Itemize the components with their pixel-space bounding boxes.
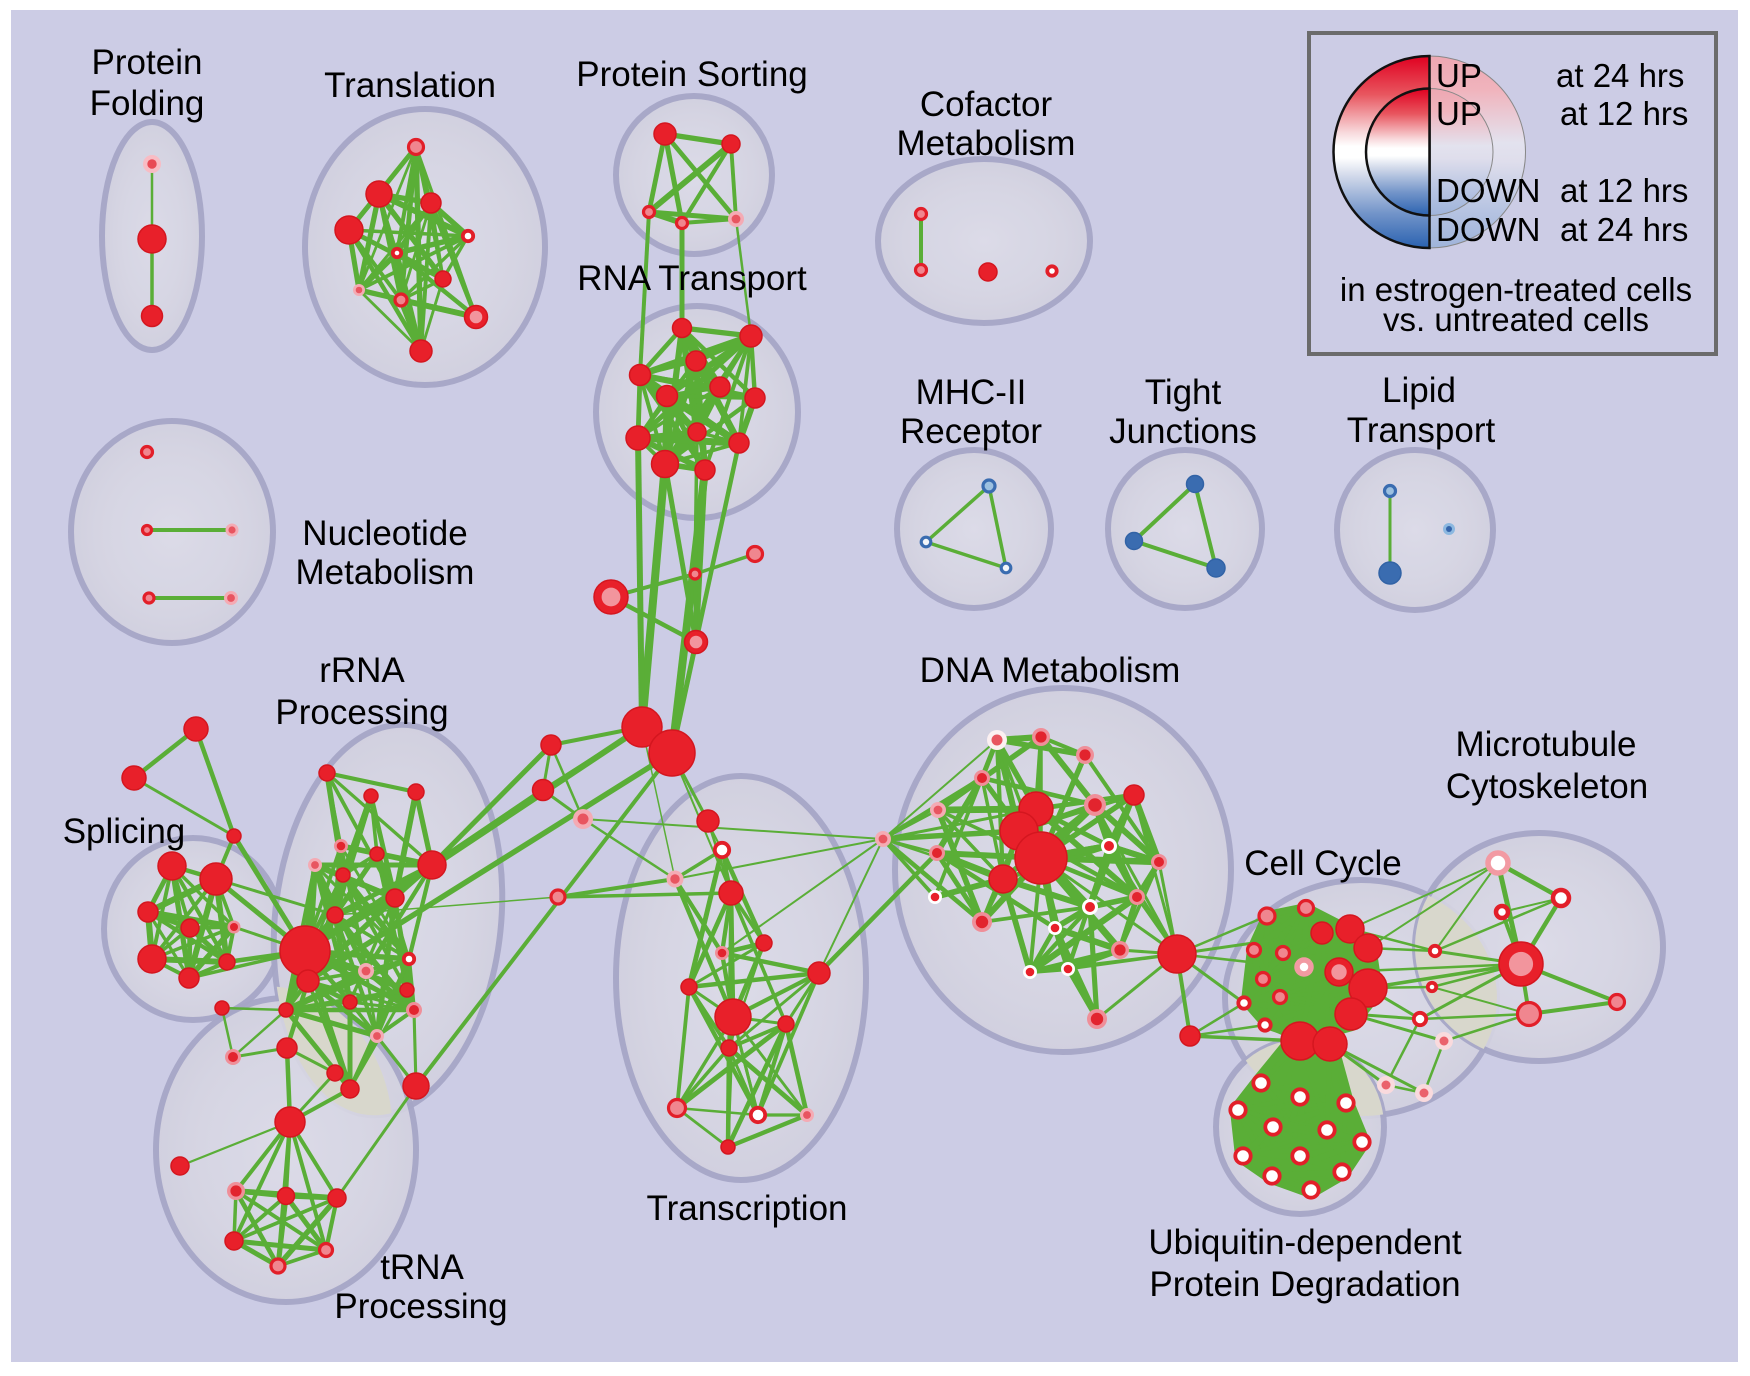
svg-text:Processing: Processing [334, 1287, 507, 1326]
svg-text:Junctions: Junctions [1109, 412, 1257, 451]
svg-text:Transcription: Transcription [647, 1189, 848, 1228]
svg-text:vs. untreated cells: vs. untreated cells [1383, 301, 1649, 338]
svg-text:UP: UP [1436, 57, 1482, 94]
svg-text:UP: UP [1436, 95, 1482, 132]
svg-text:Folding: Folding [90, 84, 205, 123]
svg-text:Splicing: Splicing [63, 812, 186, 851]
svg-text:rRNA: rRNA [319, 651, 405, 690]
svg-text:Protein: Protein [92, 43, 203, 82]
svg-text:in estrogen-treated cells: in estrogen-treated cells [1340, 271, 1692, 308]
svg-text:Tight: Tight [1145, 373, 1222, 412]
svg-text:tRNA: tRNA [380, 1248, 464, 1287]
svg-text:Metabolism: Metabolism [897, 124, 1076, 163]
svg-text:Metabolism: Metabolism [296, 553, 475, 592]
svg-text:Cytoskeleton: Cytoskeleton [1446, 767, 1648, 806]
svg-text:Nucleotide: Nucleotide [302, 514, 467, 553]
svg-text:Lipid: Lipid [1382, 371, 1456, 410]
svg-text:RNA Transport: RNA Transport [577, 259, 807, 298]
svg-text:DOWN: DOWN [1436, 172, 1540, 209]
svg-text:MHC-II: MHC-II [916, 373, 1027, 412]
svg-text:Cell Cycle: Cell Cycle [1244, 844, 1402, 883]
svg-text:Microtubule: Microtubule [1456, 725, 1637, 764]
svg-text:Processing: Processing [275, 693, 448, 732]
svg-text:at 24 hrs: at 24 hrs [1556, 57, 1684, 94]
svg-text:Protein Sorting: Protein Sorting [576, 55, 808, 94]
svg-text:Translation: Translation [324, 66, 496, 105]
svg-text:Cofactor: Cofactor [920, 85, 1053, 124]
svg-text:DNA Metabolism: DNA Metabolism [920, 651, 1181, 690]
svg-text:Protein Degradation: Protein Degradation [1149, 1265, 1460, 1304]
svg-text:at 12 hrs: at 12 hrs [1560, 95, 1688, 132]
svg-text:at 24 hrs: at 24 hrs [1560, 211, 1688, 248]
svg-text:DOWN: DOWN [1436, 211, 1540, 248]
svg-text:at 12 hrs: at 12 hrs [1560, 172, 1688, 209]
svg-text:Receptor: Receptor [900, 412, 1042, 451]
svg-text:Ubiquitin-dependent: Ubiquitin-dependent [1148, 1223, 1462, 1262]
svg-text:Transport: Transport [1347, 411, 1496, 450]
